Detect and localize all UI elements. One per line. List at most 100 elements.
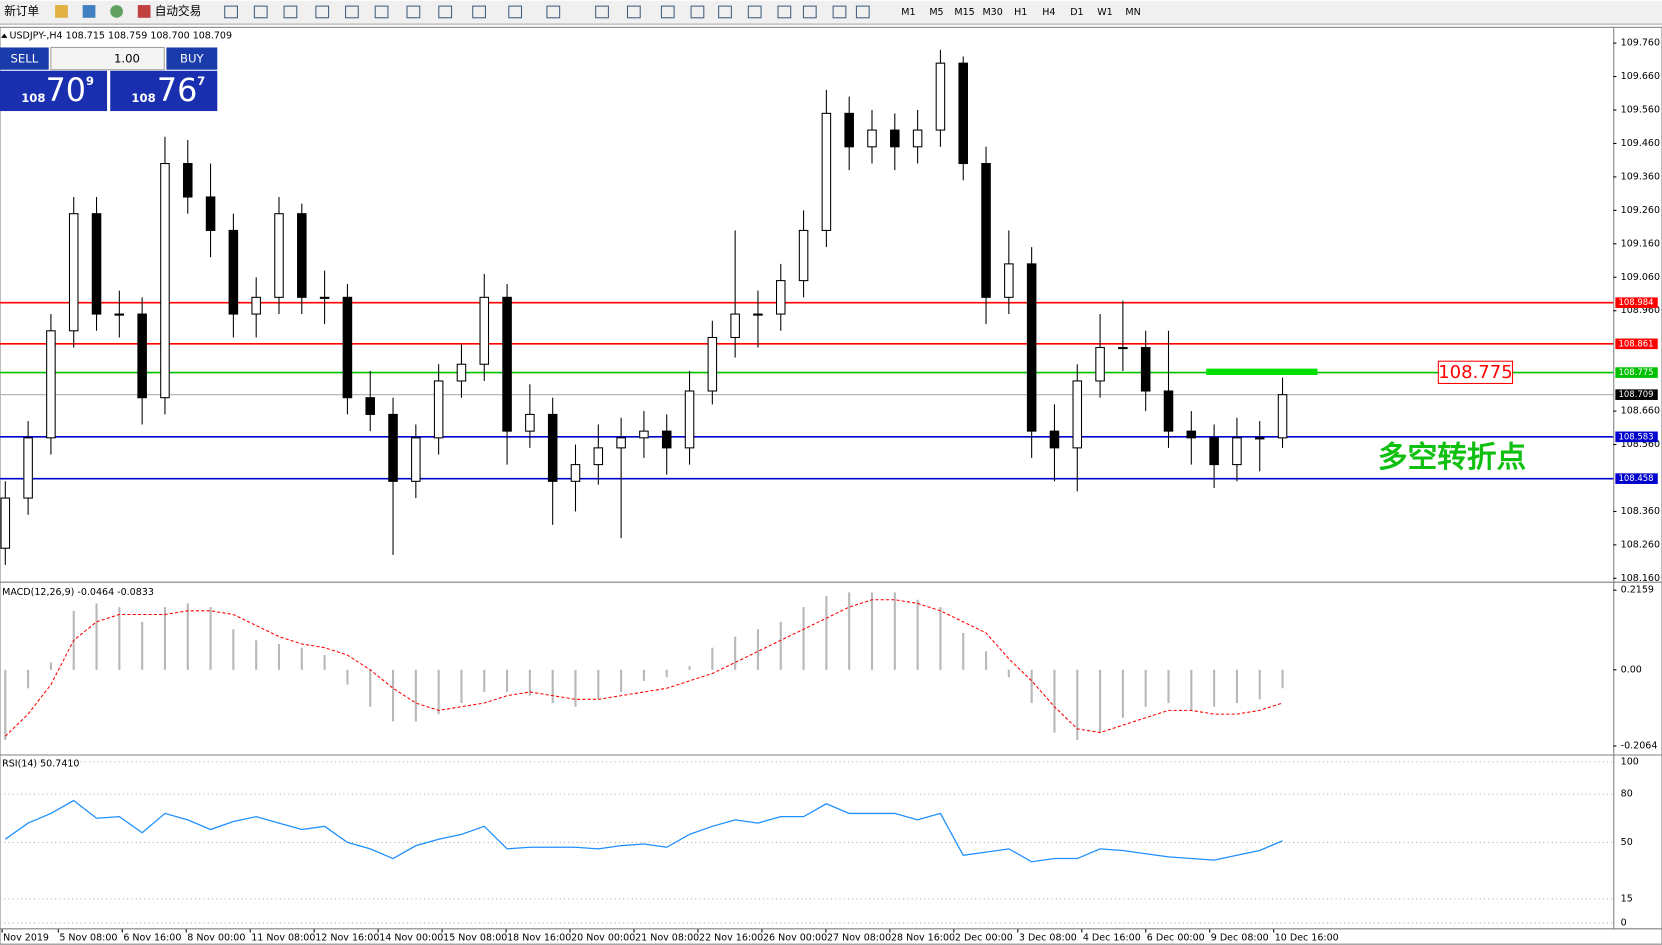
macd-bar [848, 592, 851, 670]
auto-trading-button[interactable]: 自动交易 [155, 4, 202, 18]
tool-icon[interactable] [802, 5, 817, 19]
tool-icon[interactable] [472, 5, 486, 19]
y-tick-label: 0.00 [1621, 664, 1642, 675]
macd-bar [95, 603, 98, 670]
candle-body [798, 229, 809, 282]
candle-body [1049, 430, 1060, 449]
candle-body [1186, 430, 1197, 439]
macd-bar [4, 669, 7, 740]
timeframe-button[interactable]: H1 [1014, 7, 1027, 18]
x-tick-label: 8 Nov 00:00 [187, 932, 245, 943]
tool-icon[interactable] [438, 5, 453, 19]
tool-icons [224, 5, 870, 19]
y-tick-label: 108.360 [1621, 506, 1660, 517]
macd-bar [620, 669, 623, 692]
candle-body [274, 213, 284, 298]
candle-body [821, 112, 832, 231]
macd-bar [255, 640, 258, 670]
macd-bar [1144, 669, 1147, 707]
candle-body [456, 363, 467, 382]
candle-body [1209, 437, 1219, 466]
tool-icon[interactable] [315, 5, 330, 19]
tool-icon[interactable] [406, 5, 421, 19]
tool-icon[interactable] [546, 5, 561, 19]
candle-body [68, 213, 79, 332]
candle-body [525, 413, 535, 432]
tool-icon[interactable] [508, 5, 523, 19]
timeframe-button[interactable]: M1 [901, 7, 915, 18]
macd-bar [597, 669, 600, 700]
icon [82, 5, 96, 18]
timeframe-button[interactable]: M5 [929, 7, 943, 18]
macd-bar [574, 669, 577, 707]
candle-body [661, 430, 672, 449]
buy-price-box[interactable] [110, 70, 218, 112]
tool-icon[interactable] [374, 5, 389, 19]
macd-bar [1235, 669, 1238, 704]
sell-price-box[interactable] [0, 70, 108, 112]
macd-bar [186, 603, 189, 670]
y-tick-label: 15 [1621, 893, 1633, 904]
candle-body [433, 380, 444, 439]
macd-bar [893, 592, 896, 670]
tool-icon[interactable] [345, 5, 359, 19]
price-pips: 76 [157, 72, 197, 109]
price-pips: 70 [46, 72, 86, 109]
rsi-title: RSI(14) 50.7410 [2, 758, 79, 769]
candle-body [137, 313, 147, 399]
macd-bar [984, 651, 988, 670]
header-arrow [1, 33, 8, 38]
timeframe-button[interactable]: MN [1125, 7, 1140, 18]
macd-signal [4, 599, 1283, 737]
timeframe-button[interactable]: W1 [1097, 7, 1112, 18]
icon [110, 5, 123, 18]
tool-icon[interactable] [690, 5, 705, 19]
macd-bar [916, 599, 919, 670]
tool-icon[interactable] [718, 5, 732, 19]
y-tick-label: 109.460 [1621, 138, 1660, 149]
tool-icon[interactable] [595, 5, 609, 19]
y-tick-label: 109.560 [1621, 105, 1660, 116]
tool-icon[interactable] [253, 5, 268, 19]
tool-icon[interactable] [626, 5, 641, 19]
macd-bar [1258, 669, 1261, 700]
x-tick-label: 3 Dec 08:00 [1019, 932, 1077, 943]
tool-icon[interactable] [855, 5, 870, 19]
candle-body [1277, 394, 1288, 439]
y-tick-label: 109.060 [1621, 272, 1660, 283]
sell-label: SELL [11, 52, 39, 66]
timeframe-button[interactable]: H4 [1042, 7, 1055, 18]
macd-title: MACD(12,26,9) -0.0464 -0.0833 [2, 587, 154, 598]
x-tick-label: 18 Nov 16:00 [507, 932, 571, 943]
timeframe-button[interactable]: M15 [954, 7, 974, 18]
macd-bar [528, 669, 531, 696]
macd-bar [711, 647, 714, 670]
macd-bar [642, 669, 645, 681]
tool-icon[interactable] [283, 5, 298, 19]
tool-icon[interactable] [660, 5, 675, 19]
x-tick-label: 2 Dec 00:00 [955, 932, 1013, 943]
macd-bar [300, 647, 303, 670]
tool-icon[interactable] [224, 5, 238, 19]
candle-body [844, 112, 854, 148]
new-order-button[interactable]: 新订单 [4, 4, 39, 18]
tool-icon[interactable] [747, 5, 762, 19]
candle-body [23, 437, 33, 499]
sell-button[interactable] [0, 47, 49, 70]
tool-icon[interactable] [777, 5, 792, 19]
timeframe-button[interactable]: M30 [982, 7, 1002, 18]
tool-icon[interactable] [832, 5, 847, 19]
rsi-line [4, 799, 1283, 863]
candle-body [365, 397, 375, 415]
macd-bar [825, 596, 828, 670]
lot-input[interactable] [50, 46, 165, 71]
candle-body [319, 296, 330, 299]
macd-bar [870, 592, 874, 670]
price-figure: 108 [131, 91, 155, 105]
level-box [1615, 431, 1658, 443]
timeframe-button[interactable]: D1 [1070, 7, 1083, 18]
macd-bar [49, 662, 52, 670]
candle-body [707, 336, 718, 392]
buy-button[interactable] [166, 47, 218, 70]
